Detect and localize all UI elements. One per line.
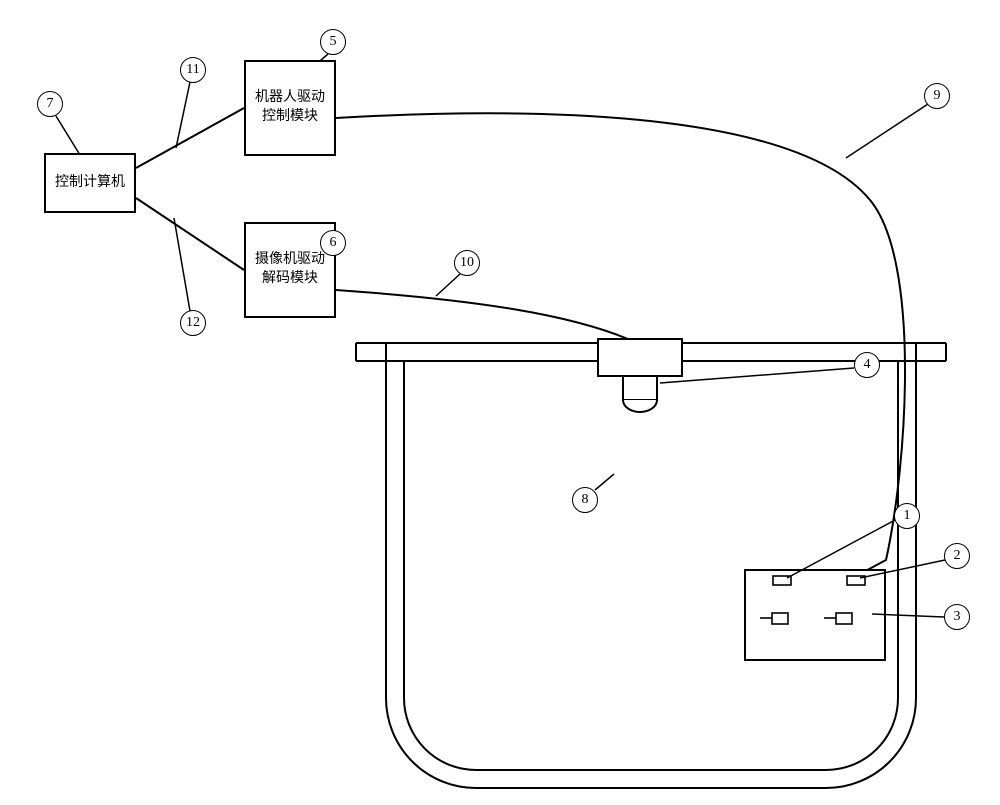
callout-8: 8 xyxy=(572,487,598,513)
callout-6-num: 6 xyxy=(330,235,337,251)
robot-driver-label: 机器人驱动 控制模块 xyxy=(255,89,325,127)
callout-9-num: 9 xyxy=(934,88,941,104)
robot xyxy=(745,570,885,660)
callout-12: 12 xyxy=(180,310,206,336)
callout-9: 9 xyxy=(924,83,950,109)
callout-10: 10 xyxy=(454,250,480,276)
callout-1: 1 xyxy=(894,503,920,529)
robot-driver-box: 机器人驱动 控制模块 xyxy=(244,60,336,156)
callout-7: 7 xyxy=(37,91,63,117)
callout-4-num: 4 xyxy=(864,357,871,373)
vessel xyxy=(356,339,946,788)
control-computer-label: 控制计算机 xyxy=(55,174,125,193)
diagram-canvas xyxy=(0,0,1000,805)
callout-2-num: 2 xyxy=(954,548,961,564)
callout-10-num: 10 xyxy=(460,255,474,271)
callout-6: 6 xyxy=(320,230,346,256)
callout-3: 3 xyxy=(944,604,970,630)
callout-3-num: 3 xyxy=(954,609,961,625)
cable-10 xyxy=(336,290,628,339)
callout-12-num: 12 xyxy=(186,315,200,331)
cables xyxy=(136,108,905,575)
callout-11: 11 xyxy=(180,57,206,83)
callout-2: 2 xyxy=(944,543,970,569)
cable-12 xyxy=(136,198,244,270)
camera-driver-label: 摄像机驱动 解码模块 xyxy=(255,251,325,289)
callout-4: 4 xyxy=(854,352,880,378)
callout-11-num: 11 xyxy=(186,62,199,78)
callout-8-num: 8 xyxy=(582,492,589,508)
callout-1-num: 1 xyxy=(904,508,911,524)
control-computer-box: 控制计算机 xyxy=(44,153,136,213)
callout-5-num: 5 xyxy=(330,34,337,50)
callout-7-num: 7 xyxy=(47,96,54,112)
cable-11 xyxy=(136,108,244,168)
callout-5: 5 xyxy=(320,29,346,55)
